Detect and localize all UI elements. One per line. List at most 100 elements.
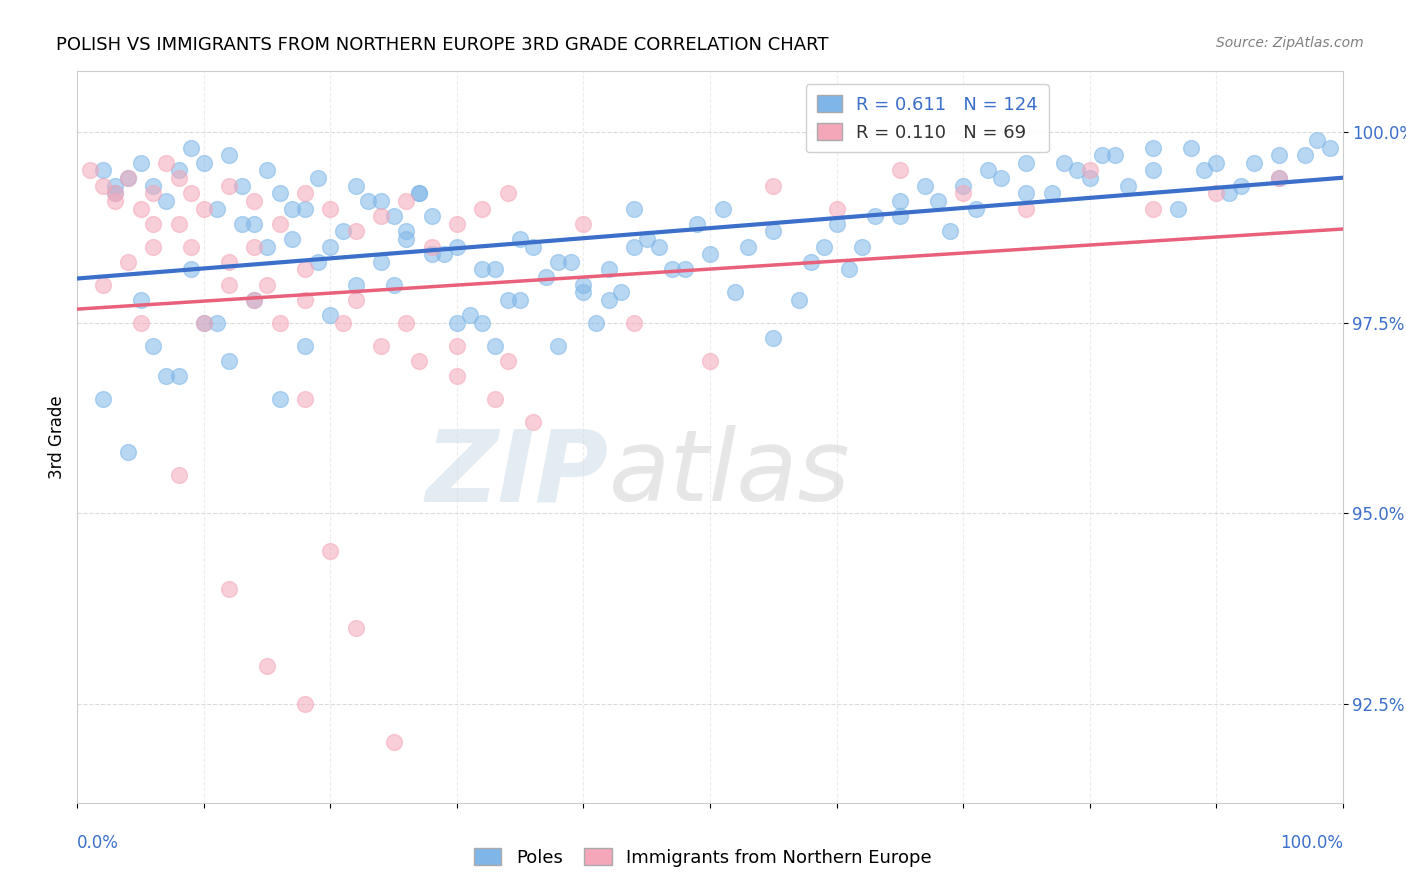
Point xyxy=(218,148,240,162)
Point xyxy=(484,338,506,352)
Point xyxy=(218,582,240,597)
Point xyxy=(294,697,316,711)
Point xyxy=(231,178,253,193)
Point xyxy=(370,194,392,208)
Point xyxy=(889,163,911,178)
Point xyxy=(294,338,316,352)
Point xyxy=(142,338,165,352)
Point xyxy=(395,232,418,246)
Text: atlas: atlas xyxy=(609,425,851,522)
Point xyxy=(344,178,367,193)
Point xyxy=(180,140,202,154)
Point xyxy=(382,277,405,292)
Point xyxy=(370,209,392,223)
Point xyxy=(522,415,544,429)
Point xyxy=(1205,186,1227,201)
Point xyxy=(496,354,519,368)
Point xyxy=(129,316,152,330)
Text: ZIP: ZIP xyxy=(426,425,609,522)
Point xyxy=(104,194,127,208)
Point xyxy=(648,239,671,253)
Point xyxy=(977,163,1000,178)
Point xyxy=(1306,133,1329,147)
Point xyxy=(307,171,329,186)
Point xyxy=(484,392,506,406)
Point xyxy=(269,392,291,406)
Point xyxy=(1142,202,1164,216)
Point xyxy=(572,277,595,292)
Point xyxy=(167,217,190,231)
Point xyxy=(598,262,620,277)
Point xyxy=(193,316,215,330)
Point xyxy=(1268,171,1291,186)
Point xyxy=(699,247,721,261)
Point xyxy=(91,178,114,193)
Point xyxy=(382,735,405,749)
Point xyxy=(1319,140,1341,154)
Point xyxy=(243,293,266,307)
Point xyxy=(914,178,936,193)
Point xyxy=(79,163,101,178)
Point xyxy=(420,209,443,223)
Point xyxy=(522,239,544,253)
Point xyxy=(1294,148,1316,162)
Point xyxy=(471,262,494,277)
Legend: Poles, Immigrants from Northern Europe: Poles, Immigrants from Northern Europe xyxy=(467,841,939,874)
Point xyxy=(572,217,595,231)
Point xyxy=(673,262,696,277)
Text: 100.0%: 100.0% xyxy=(1279,834,1343,852)
Point xyxy=(243,239,266,253)
Point xyxy=(1268,148,1291,162)
Point xyxy=(332,224,354,238)
Point xyxy=(699,354,721,368)
Point xyxy=(243,293,266,307)
Point xyxy=(155,194,177,208)
Point xyxy=(1142,140,1164,154)
Point xyxy=(408,186,430,201)
Point xyxy=(484,262,506,277)
Point xyxy=(446,316,468,330)
Point xyxy=(1142,163,1164,178)
Point xyxy=(509,293,531,307)
Point xyxy=(344,621,367,635)
Point xyxy=(509,232,531,246)
Point xyxy=(117,171,139,186)
Point xyxy=(686,217,709,231)
Point xyxy=(408,186,430,201)
Point xyxy=(218,178,240,193)
Point xyxy=(1192,163,1215,178)
Point xyxy=(167,468,190,483)
Point xyxy=(205,316,228,330)
Point xyxy=(395,224,418,238)
Point xyxy=(307,255,329,269)
Point xyxy=(167,163,190,178)
Point xyxy=(370,338,392,352)
Point xyxy=(1230,178,1253,193)
Point xyxy=(990,171,1012,186)
Point xyxy=(762,224,785,238)
Point xyxy=(433,247,456,261)
Point xyxy=(800,255,823,269)
Point xyxy=(180,239,202,253)
Point xyxy=(256,163,278,178)
Point xyxy=(471,316,494,330)
Point xyxy=(294,262,316,277)
Point xyxy=(117,445,139,459)
Point xyxy=(218,354,240,368)
Text: Source: ZipAtlas.com: Source: ZipAtlas.com xyxy=(1216,36,1364,50)
Point xyxy=(496,293,519,307)
Point xyxy=(395,316,418,330)
Point xyxy=(104,186,127,201)
Point xyxy=(787,293,810,307)
Point xyxy=(762,178,785,193)
Point xyxy=(1015,155,1038,169)
Point xyxy=(344,293,367,307)
Point xyxy=(952,178,974,193)
Point xyxy=(446,338,468,352)
Point xyxy=(319,202,342,216)
Point xyxy=(294,293,316,307)
Point xyxy=(193,202,215,216)
Point xyxy=(1066,163,1088,178)
Point xyxy=(193,155,215,169)
Point xyxy=(547,338,569,352)
